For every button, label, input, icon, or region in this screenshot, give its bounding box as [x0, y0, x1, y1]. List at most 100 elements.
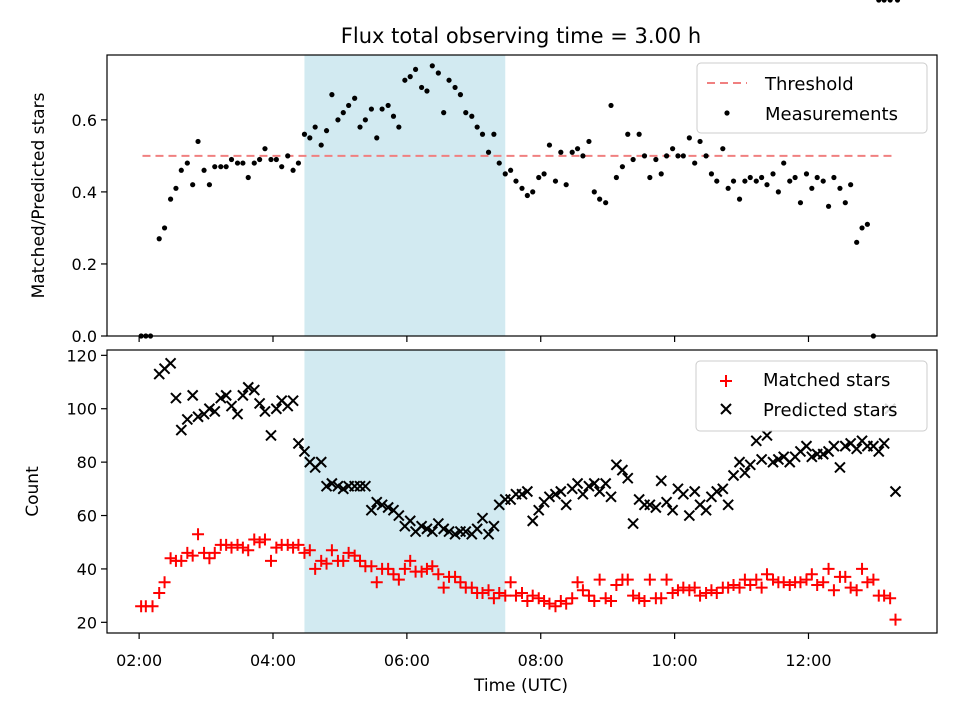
- measurement-point: [764, 182, 770, 188]
- matched-star-point: [181, 546, 194, 559]
- measurement-point: [770, 171, 776, 177]
- legend-predicted-swatch: [720, 403, 732, 415]
- matched-star-point: [811, 578, 824, 591]
- measurement-point: [820, 178, 826, 184]
- matched-star-point: [878, 589, 891, 602]
- matched-star-point: [576, 584, 589, 597]
- x-tick-label: 12:00: [785, 651, 831, 670]
- predicted-star-point: [521, 485, 534, 498]
- matched-star-point: [248, 533, 261, 546]
- measurement-point: [725, 185, 731, 191]
- matched-star-point: [805, 568, 818, 581]
- predicted-star-point: [750, 435, 762, 447]
- measurement-point: [714, 178, 720, 184]
- measurement-point: [412, 66, 419, 73]
- measurement-point: [173, 185, 179, 191]
- matched-star-point: [292, 538, 305, 551]
- measurement-point: [881, 0, 887, 3]
- measurement-point: [190, 182, 196, 188]
- predicted-star-point: [700, 504, 712, 516]
- matched-star-point: [822, 562, 835, 575]
- predicted-star-point: [181, 413, 194, 426]
- predicted-star-point: [828, 440, 840, 452]
- matched-star-point: [677, 581, 690, 594]
- matched-star-point: [337, 554, 350, 567]
- matched-star-point: [683, 584, 696, 597]
- measurement-point: [491, 131, 497, 137]
- measurement-point: [218, 164, 224, 170]
- matched-star-point: [727, 578, 740, 591]
- measurement-point: [831, 174, 837, 181]
- matched-star-point: [655, 592, 668, 605]
- bottom-y-tick-label: 100: [66, 400, 97, 419]
- matched-star-point: [627, 589, 640, 602]
- measurement-point: [597, 196, 603, 202]
- legend-matched-swatch: [720, 375, 732, 387]
- measurement-point: [876, 0, 882, 3]
- matched-star-point: [710, 586, 723, 599]
- measurement-point: [228, 156, 235, 163]
- measurement-point: [374, 135, 380, 141]
- measurement-point: [178, 167, 184, 173]
- measurement-point: [206, 182, 213, 188]
- measurement-point: [837, 185, 843, 191]
- predicted-star-point: [722, 499, 734, 511]
- predicted-star-point: [727, 469, 740, 482]
- measurement-point: [251, 160, 257, 166]
- bottom-y-tick-label: 40: [77, 560, 97, 579]
- measurement-point: [675, 153, 681, 159]
- matched-star-point: [733, 581, 746, 594]
- matched-star-point: [532, 592, 545, 605]
- measurement-point: [156, 236, 162, 242]
- x-axis-label: Time (UTC): [473, 676, 568, 696]
- predicted-star-point: [359, 480, 372, 492]
- matched-star-point: [287, 541, 300, 554]
- predicted-star-point: [287, 395, 299, 407]
- measurement-point: [859, 225, 865, 231]
- top-panel: 0.0 0.2 0.4 0.6 Matched/Predicted stars Thr…: [29, 0, 938, 346]
- measurement-point: [663, 153, 670, 159]
- matched-star-point: [705, 584, 718, 597]
- measurement-point: [536, 174, 542, 181]
- measurement-point: [692, 160, 698, 166]
- measurement-point: [864, 221, 870, 227]
- measurement-point: [630, 156, 636, 163]
- predicted-star-point: [711, 485, 723, 498]
- x-tick-label: 04:00: [250, 651, 296, 670]
- matched-star-point: [666, 586, 679, 599]
- matched-star-point: [671, 584, 684, 597]
- matched-star-point: [153, 586, 166, 599]
- measurement-point: [479, 131, 486, 137]
- matched-star-point: [186, 549, 199, 562]
- matched-star-point: [700, 586, 713, 599]
- bottom-legend: Matched stars Predicted stars: [695, 360, 928, 432]
- matched-star-point: [827, 584, 840, 597]
- measurement-point: [586, 138, 592, 145]
- measurement-point: [307, 135, 313, 141]
- measurement-point: [720, 146, 726, 152]
- measurement-point: [686, 135, 692, 141]
- bottom-panel: 20 40 60 80 100 120 02:00 04:00 06:00 08:00 10:00…: [23, 346, 938, 696]
- predicted-star-point: [365, 504, 378, 516]
- matched-star-point: [861, 576, 874, 589]
- measurement-point: [195, 138, 201, 145]
- matched-star-point: [638, 594, 651, 607]
- predicted-star-point: [315, 456, 327, 468]
- predicted-star-point: [426, 525, 439, 538]
- predicted-star-point: [688, 485, 701, 498]
- matched-star-point: [298, 546, 311, 559]
- measurement-point: [268, 156, 274, 163]
- measurement-point: [167, 196, 174, 202]
- measurement-point: [340, 110, 346, 116]
- x-tick-label: 06:00: [384, 651, 430, 670]
- measurement-point: [396, 124, 402, 130]
- predicted-star-point: [660, 496, 673, 508]
- matched-star-point: [476, 586, 489, 599]
- matched-star-point: [755, 581, 768, 594]
- measurement-point: [894, 0, 901, 3]
- predicted-star-point: [560, 499, 572, 511]
- matched-star-point: [192, 528, 205, 541]
- measurement-point: [279, 164, 285, 170]
- measurement-point: [809, 185, 815, 191]
- measurement-point: [730, 178, 737, 184]
